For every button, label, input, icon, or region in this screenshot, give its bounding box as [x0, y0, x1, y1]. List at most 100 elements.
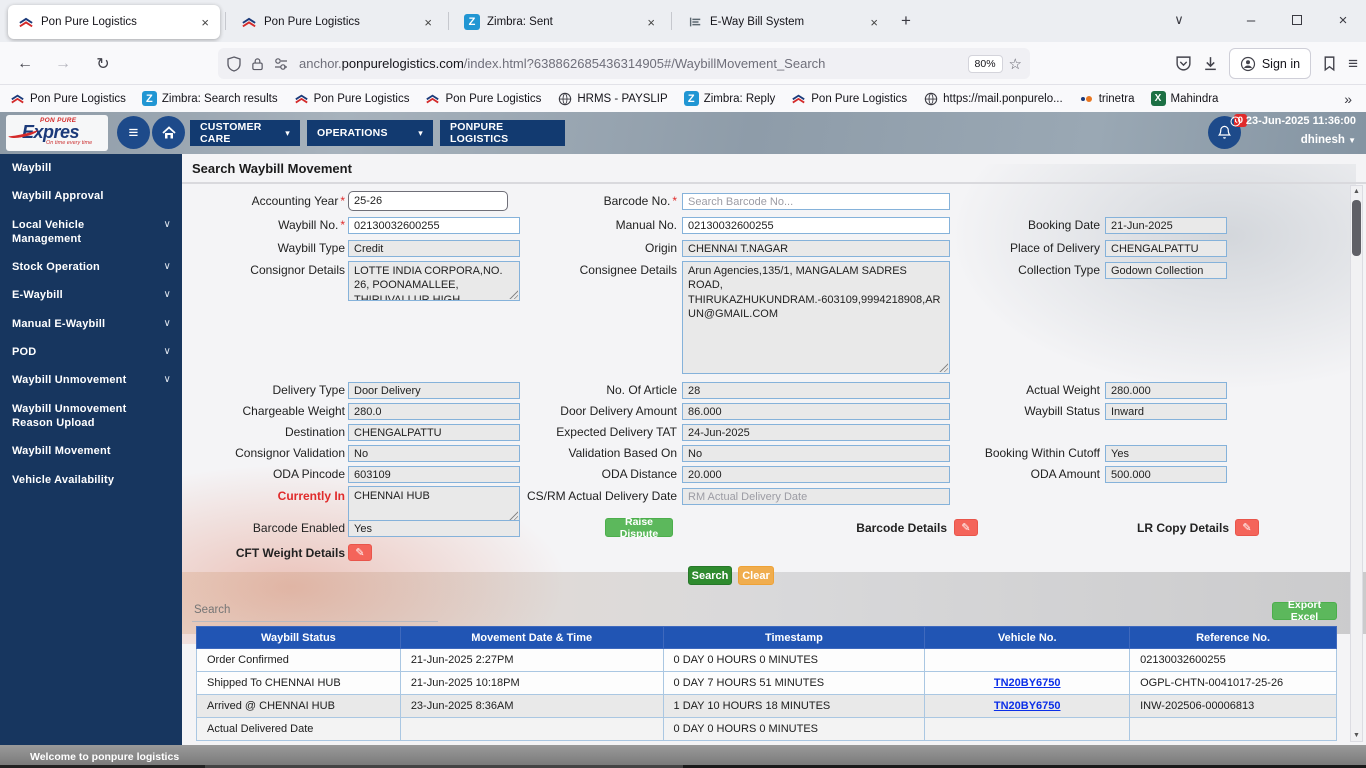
user-menu[interactable]: dhinesh ▼: [1300, 134, 1356, 146]
waybill-status-input[interactable]: [1105, 403, 1227, 420]
sidebar-item-waybill-unmovement-reason-upload[interactable]: Waybill Unmovement Reason Upload: [12, 402, 127, 429]
barcode-enabled-input[interactable]: [348, 520, 520, 537]
lr-copy-details-edit-button[interactable]: ✎: [1235, 519, 1259, 536]
content-scrollbar[interactable]: ▲ ▼: [1350, 185, 1363, 742]
hamburger-menu-button[interactable]: ≡: [117, 116, 150, 149]
bookmarks-overflow-icon[interactable]: »: [1344, 90, 1352, 107]
place-of-delivery-input[interactable]: [1105, 240, 1227, 257]
collection-type-input[interactable]: [1105, 262, 1227, 279]
chargeable-weight-input[interactable]: [348, 403, 520, 420]
signin-button[interactable]: Sign in: [1228, 48, 1312, 79]
no-of-article-input[interactable]: [682, 382, 950, 399]
pocket-icon[interactable]: [1175, 55, 1192, 72]
col-reference-no[interactable]: Reference No.: [1129, 626, 1337, 649]
barcode-details-edit-button[interactable]: ✎: [954, 519, 978, 536]
bookmark-item[interactable]: Z Zimbra: Search results: [141, 91, 278, 106]
url-bar[interactable]: anchor.ponpurelogistics.com/index.html?6…: [218, 48, 1030, 79]
maximize-button[interactable]: [1274, 0, 1320, 40]
sidebar-item-stock-operation[interactable]: Stock Operation ∨: [12, 261, 171, 274]
sidebar-item-waybill-movement[interactable]: Waybill Movement: [12, 445, 111, 458]
scroll-up-icon[interactable]: ▲: [1353, 188, 1360, 195]
search-button[interactable]: Search: [688, 566, 732, 585]
booking-within-cutoff-input[interactable]: [1105, 445, 1227, 462]
bookmark-item[interactable]: https://mail.ponpurelo...: [923, 91, 1063, 106]
door-delivery-amount-input[interactable]: [682, 403, 950, 420]
tab-close-icon[interactable]: ×: [201, 14, 209, 30]
waybill-no-input[interactable]: [348, 217, 520, 234]
sidebar-item-e-waybill[interactable]: E-Waybill ∨: [12, 289, 171, 302]
booking-date-input[interactable]: [1105, 217, 1227, 234]
tab-pon-pure-logistics-2[interactable]: Pon Pure Logistics ×: [231, 5, 443, 39]
sidebar-item-local-vehicle-management[interactable]: Local Vehicle Management ∨: [12, 218, 171, 245]
col-movement-date-time[interactable]: Movement Date & Time: [399, 626, 664, 649]
forward-button[interactable]: →: [55, 55, 71, 72]
cs-rm-actual-delivery-date-input[interactable]: [682, 488, 950, 505]
consignee-details-textarea[interactable]: Arun Agencies,135/1, MANGALAM SADRES ROA…: [682, 261, 950, 374]
tab-eway-bill-system[interactable]: E-Way Bill System ×: [677, 5, 889, 39]
scrollbar-thumb[interactable]: [1352, 200, 1361, 256]
oda-amount-input[interactable]: [1105, 466, 1227, 483]
back-button[interactable]: ←: [17, 55, 33, 72]
list-all-tabs-button[interactable]: ∨: [1174, 12, 1184, 27]
sidebar-item-waybill[interactable]: Waybill: [12, 162, 52, 174]
oda-distance-input[interactable]: [682, 466, 950, 483]
validation-based-on-input[interactable]: [682, 445, 950, 462]
bookmark-item[interactable]: X Mahindra: [1150, 91, 1218, 106]
tracking-shield-icon[interactable]: [226, 55, 242, 72]
vehicle-link[interactable]: TN20BY6750: [993, 677, 1061, 689]
sidebar-item-vehicle-availability[interactable]: Vehicle Availability: [12, 473, 115, 486]
expected-delivery-tat-input[interactable]: [682, 424, 950, 441]
export-excel-button[interactable]: Export Excel: [1272, 599, 1337, 623]
col-waybill-status[interactable]: Waybill Status: [196, 626, 401, 649]
tab-close-icon[interactable]: ×: [424, 14, 432, 30]
downloads-icon[interactable]: [1202, 55, 1219, 72]
resize-handle[interactable]: [508, 510, 518, 520]
sidebar-item-pod[interactable]: POD ∨: [12, 346, 171, 359]
bookmark-item[interactable]: Pon Pure Logistics: [425, 91, 541, 106]
resize-handle[interactable]: [938, 362, 948, 372]
bookmark-item[interactable]: Pon Pure Logistics: [294, 91, 409, 106]
tab-pon-pure-logistics-1[interactable]: Pon Pure Logistics ×: [8, 5, 220, 39]
col-timestamp[interactable]: Timestamp: [662, 626, 926, 649]
bookmark-item[interactable]: Pon Pure Logistics: [10, 91, 126, 106]
origin-input[interactable]: [682, 240, 950, 257]
consignor-details-textarea[interactable]: LOTTE INDIA CORPORA,NO. 26, POONAMALLEE,…: [348, 261, 520, 301]
bookmark-item[interactable]: HRMS - PAYSLIP: [557, 91, 668, 106]
app-menu-icon[interactable]: ≡: [1348, 53, 1358, 73]
sidebar-item-waybill-approval[interactable]: Waybill Approval: [12, 190, 104, 203]
site-permissions-icon[interactable]: [273, 56, 289, 72]
tab-close-icon[interactable]: ×: [870, 14, 878, 30]
app-logo[interactable]: PON PURE Expres On time every time: [6, 115, 108, 151]
waybill-type-input[interactable]: [348, 240, 520, 257]
reload-button[interactable]: ↻: [96, 56, 110, 73]
raise-dispute-button[interactable]: Raise Dispute: [605, 516, 673, 540]
accounting-year-input[interactable]: [348, 191, 508, 211]
lock-icon[interactable]: [251, 56, 264, 72]
vehicle-link[interactable]: TN20BY6750: [993, 700, 1061, 712]
results-filter-input[interactable]: [192, 601, 438, 619]
tab-close-icon[interactable]: ×: [647, 14, 655, 30]
currently-in-textarea[interactable]: CHENNAI HUB: [348, 486, 520, 522]
scroll-down-icon[interactable]: ▼: [1353, 732, 1360, 739]
barcode-no-input[interactable]: [682, 193, 950, 210]
bookmark-item[interactable]: Pon Pure Logistics: [791, 91, 907, 106]
cft-weight-details-edit-button[interactable]: ✎: [348, 544, 372, 561]
bookmark-item[interactable]: trinetra: [1079, 91, 1135, 106]
new-tab-button[interactable]: +: [901, 11, 911, 30]
resize-handle[interactable]: [508, 289, 518, 299]
sidebar-item-manual-e-waybill[interactable]: Manual E-Waybill ∨: [12, 317, 171, 330]
clear-button[interactable]: Clear: [738, 566, 774, 585]
menu-customer-care[interactable]: CUSTOMER CARE ▾: [190, 120, 300, 146]
zoom-level-badge[interactable]: 80%: [967, 54, 1003, 73]
minimize-button[interactable]: –: [1246, 11, 1256, 29]
oda-pincode-input[interactable]: [348, 466, 520, 483]
destination-input[interactable]: [348, 424, 520, 441]
consignor-validation-input[interactable]: [348, 445, 520, 462]
menu-operations[interactable]: OPERATIONS ▾: [307, 120, 433, 146]
extensions-icon[interactable]: [1321, 55, 1338, 72]
col-vehicle-no[interactable]: Vehicle No.: [924, 626, 1131, 649]
close-window-button[interactable]: ×: [1338, 11, 1348, 29]
tab-zimbra-sent[interactable]: Z Zimbra: Sent ×: [454, 5, 666, 39]
home-button[interactable]: [152, 116, 185, 149]
bookmark-star-icon[interactable]: ☆: [1008, 55, 1022, 73]
